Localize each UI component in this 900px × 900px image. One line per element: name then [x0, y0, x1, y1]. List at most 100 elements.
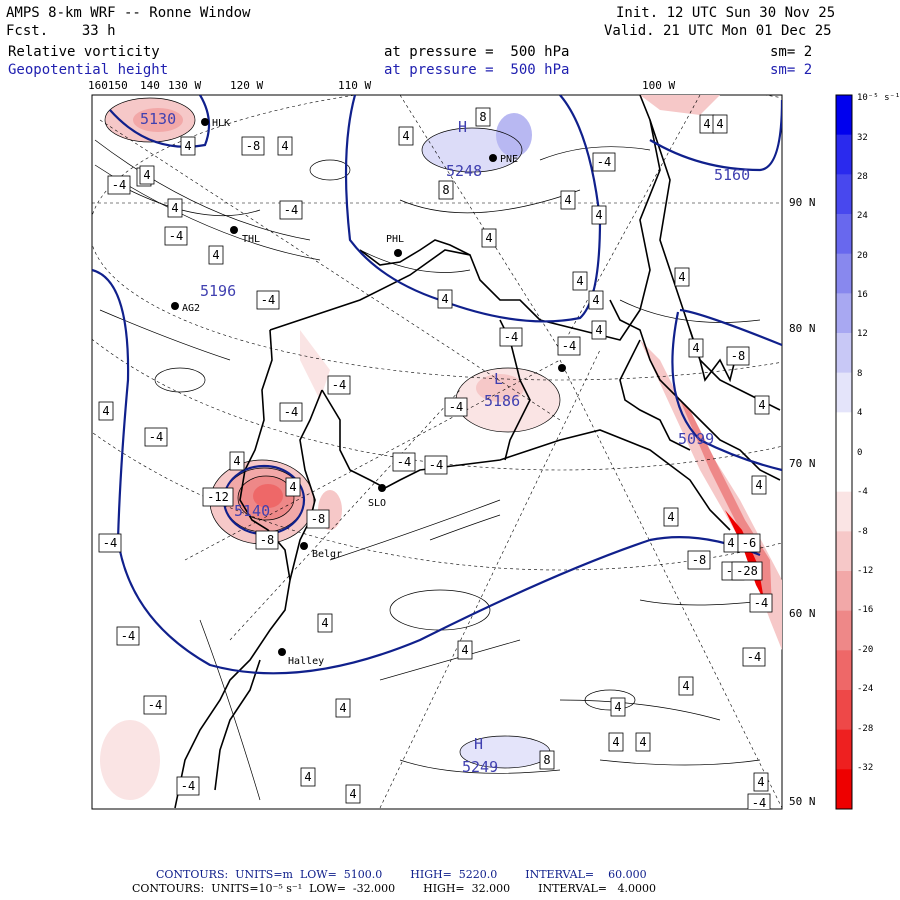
lat-label: 70 N: [789, 457, 816, 470]
vorticity-label: 4: [560, 190, 576, 210]
vorticity-label: -4: [742, 647, 766, 667]
svg-text:-4: -4: [397, 455, 411, 469]
svg-text:-4: -4: [754, 596, 768, 610]
fcst-value: 33 h: [81, 23, 116, 39]
svg-text:-4: -4: [181, 779, 195, 793]
lat-label: 90 N: [789, 196, 816, 209]
vorticity-label: 8: [475, 107, 491, 127]
model-title: AMPS 8-km WRF -- Ronne Window: [6, 5, 251, 21]
colorbar-swatch: [836, 412, 852, 453]
colorbar-swatch: [836, 214, 852, 255]
colorbar-tick: -20: [857, 645, 874, 655]
forecast-label: Fcst. 33 h: [6, 23, 116, 39]
svg-text:4: 4: [703, 117, 710, 131]
svg-text:-4: -4: [562, 339, 576, 353]
svg-text:-4: -4: [169, 229, 183, 243]
vorticity-label: -8: [255, 530, 279, 550]
svg-text:8: 8: [543, 753, 550, 767]
vorticity-label: -4: [107, 175, 131, 195]
vorticity-label: 4: [98, 401, 114, 421]
colorbar: [835, 94, 853, 810]
svg-text:-8: -8: [246, 139, 260, 153]
colorbar-tick: -24: [857, 684, 874, 694]
colorbar-tick: 20: [857, 251, 868, 261]
station-name: PNE: [500, 154, 518, 165]
colorbar-tick: 4: [857, 408, 863, 418]
lon-label: 130 W: [168, 79, 202, 92]
vorticity-label: -8: [306, 509, 330, 529]
vorticity-label: 4: [754, 395, 770, 415]
vorticity-label: -8: [687, 550, 711, 570]
vorticity-label: -4: [444, 397, 468, 417]
vorticity-label: 4: [678, 676, 694, 696]
svg-text:-6: -6: [742, 536, 756, 550]
height-value: 5186: [484, 392, 520, 410]
colorbar-tick: 24: [857, 211, 868, 221]
init-time: Init. 12 UTC Sun 30 Nov 25: [616, 5, 836, 21]
colorbar-swatch: [836, 650, 852, 691]
vorticity-label: -4: [747, 793, 771, 810]
vorticity-label: 4: [591, 320, 607, 340]
vorticity-label: 4: [635, 732, 651, 752]
svg-text:-4: -4: [149, 430, 163, 444]
svg-text:4: 4: [564, 193, 571, 207]
vorticity-label: -4: [424, 455, 448, 475]
svg-text:-4: -4: [284, 405, 298, 419]
coastlines: [174, 95, 781, 809]
vorticity-label: -4: [392, 452, 416, 472]
lon-label: 110 W: [338, 79, 372, 92]
station-dot-slo: [378, 484, 386, 492]
field2-name: Geopotential height: [8, 62, 169, 78]
svg-text:4: 4: [755, 478, 762, 492]
lat-label: 50 N: [789, 795, 816, 808]
svg-text:4: 4: [281, 139, 288, 153]
colorbar-tick: 8: [857, 369, 863, 379]
svg-text:-4: -4: [332, 378, 346, 392]
vorticity-label: 4: [688, 338, 704, 358]
svg-text:4: 4: [692, 341, 699, 355]
field1-name: Relative vorticity: [8, 44, 160, 60]
colorbar-tick: 12: [857, 329, 868, 339]
colorbar-tick: -12: [857, 566, 874, 576]
lon-label: 120 W: [230, 79, 264, 92]
high-center: H: [458, 118, 467, 136]
svg-text:4: 4: [171, 201, 178, 215]
vorticity-label: 4: [674, 267, 690, 287]
colorbar-frame: [835, 94, 853, 810]
vorticity-label: -4: [164, 226, 188, 246]
station-name: Belgr: [312, 549, 342, 560]
svg-text:4: 4: [758, 398, 765, 412]
vorticity-label: 4: [208, 245, 224, 265]
svg-text:4: 4: [485, 231, 492, 245]
colorbar-swatch: [836, 729, 852, 770]
svg-text:-4: -4: [597, 155, 611, 169]
station-dot-ag2: [171, 302, 179, 310]
vorticity-label: 4: [180, 136, 196, 156]
vorticity-label: -4: [749, 593, 773, 613]
svg-text:-4: -4: [148, 698, 162, 712]
svg-text:-28: -28: [736, 564, 758, 578]
colorbar-swatch: [836, 333, 852, 374]
vorticity-label: 4: [751, 475, 767, 495]
svg-text:4: 4: [639, 735, 646, 749]
lon-label: 100 W: [642, 79, 676, 92]
svg-text:-4: -4: [121, 629, 135, 643]
map-frame: [91, 94, 783, 810]
colorbar-tick: 0: [857, 448, 863, 458]
svg-text:-4: -4: [504, 330, 518, 344]
field2-level: at pressure = 500 hPa: [384, 62, 570, 78]
height-value: 5248: [446, 162, 482, 180]
svg-text:-8: -8: [311, 512, 325, 526]
svg-text:4: 4: [757, 775, 764, 789]
field1-level: at pressure = 500 hPa: [384, 44, 570, 60]
station-dot-phl: [394, 249, 402, 257]
colorbar-tick: 32: [857, 133, 868, 143]
colorbar-swatch: [836, 253, 852, 294]
colorbar-swatch: [836, 571, 852, 612]
vorticity-label: 4: [608, 732, 624, 752]
svg-text:4: 4: [102, 404, 109, 418]
svg-text:-4: -4: [752, 796, 766, 810]
height-value: 5196: [200, 282, 236, 300]
vorticity-label: -12: [202, 487, 234, 507]
